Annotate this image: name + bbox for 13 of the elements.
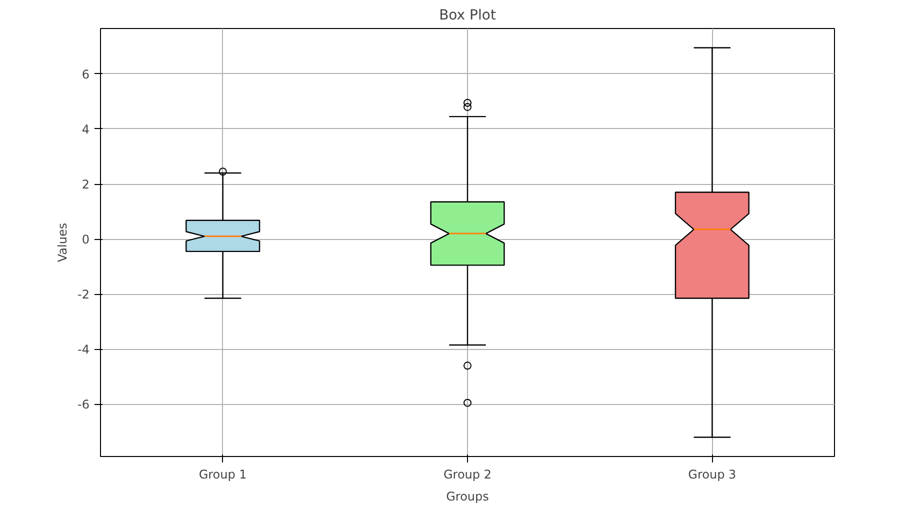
x-tick-label: Group 3 — [688, 468, 736, 482]
y-tick-label: 2 — [82, 178, 90, 192]
chart-title: Box Plot — [439, 8, 496, 24]
y-tick-label: -6 — [78, 398, 90, 412]
y-tick-label: 6 — [82, 67, 90, 82]
y-tick-label: -4 — [78, 342, 90, 357]
y-axis-title: Values — [56, 222, 70, 262]
x-tick-label: Group 2 — [444, 468, 492, 482]
y-tick-label: 4 — [82, 122, 90, 136]
y-tick-label: -2 — [78, 288, 90, 302]
x-tick-label: Group 1 — [198, 468, 247, 482]
x-axis-title: Groups — [446, 490, 489, 504]
y-tick-label: 0 — [82, 232, 90, 247]
